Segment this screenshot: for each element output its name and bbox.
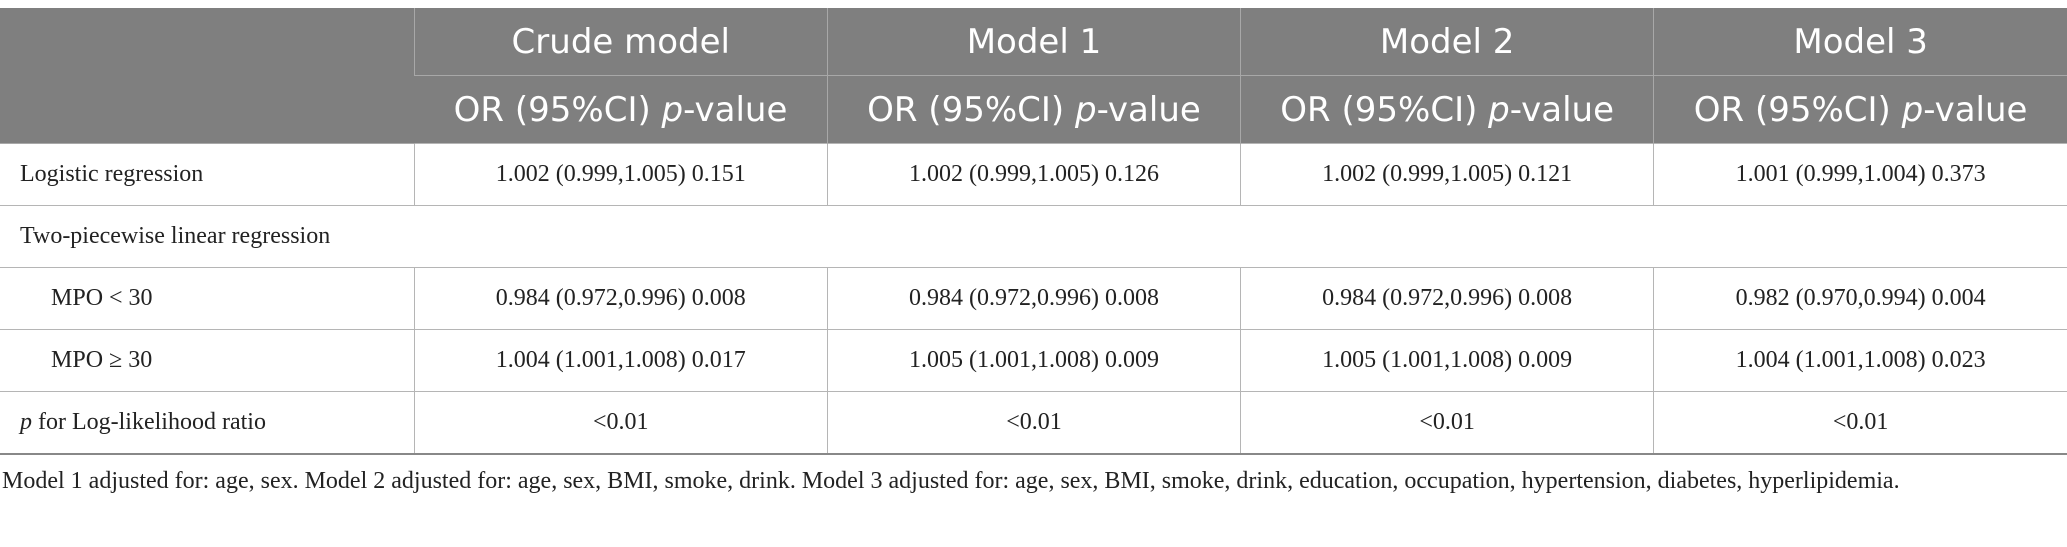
table-cell: 1.001 (0.999,1.004) 0.373 — [1653, 143, 2067, 206]
subheader-p-label: p — [1074, 89, 1097, 130]
subheader-p-label: p — [1901, 89, 1924, 130]
subheader-or-label: OR (95%CI) — [453, 89, 651, 130]
subheader-p-label: p — [661, 89, 684, 130]
table-cell: <0.01 — [1653, 391, 2067, 455]
header-model-2: Model 2 — [1240, 8, 1654, 76]
table-cell: 1.005 (1.001,1.008) 0.009 — [1240, 329, 1654, 392]
subheader-crude: OR (95%CI) p-value — [414, 75, 828, 144]
subheader-value-label: -value — [1509, 89, 1614, 130]
table-header: Crude model Model 1 Model 2 Model 3 OR (… — [0, 8, 2067, 144]
table-cell: 1.004 (1.001,1.008) 0.017 — [413, 329, 828, 392]
table-cell: <0.01 — [1240, 391, 1654, 455]
table-body: Logistic regression 1.002 (0.999,1.005) … — [0, 143, 2067, 455]
header-row-stats: OR (95%CI) p-value OR (95%CI) p-value OR… — [0, 75, 2067, 144]
subheader-or-label: OR (95%CI) — [1693, 89, 1891, 130]
header-empty-cell — [0, 8, 415, 144]
header-model-3: Model 3 — [1653, 8, 2067, 76]
subheader-value-label: -value — [1096, 89, 1201, 130]
subheader-p-label: p — [1488, 89, 1510, 130]
row-label-mpo-below-30: MPO < 30 — [0, 267, 415, 330]
regression-table: Crude model Model 1 Model 2 Model 3 OR (… — [0, 8, 2067, 455]
table-cell: 1.004 (1.001,1.008) 0.023 — [1653, 329, 2067, 392]
table-row: p for Log-likelihood ratio <0.01 <0.01 <… — [0, 391, 2067, 455]
table-footnote: Model 1 adjusted for: age, sex. Model 2 … — [2, 468, 1900, 494]
table-cell: 1.002 (0.999,1.005) 0.151 — [413, 143, 828, 206]
row-label-logistic-regression: Logistic regression — [0, 143, 415, 206]
table-cell: <0.01 — [413, 391, 828, 455]
subheader-model-1: OR (95%CI) p-value — [826, 75, 1241, 144]
table-cell: <0.01 — [826, 391, 1241, 455]
table-row: MPO ≥ 30 1.004 (1.001,1.008) 0.017 1.005… — [0, 329, 2067, 392]
table-row: Logistic regression 1.002 (0.999,1.005) … — [0, 143, 2067, 206]
header-model-1: Model 1 — [826, 8, 1241, 76]
subheader-value-label: -value — [1923, 89, 2028, 130]
header-row-models: Crude model Model 1 Model 2 Model 3 — [0, 8, 2067, 144]
table-row: MPO < 30 0.984 (0.972,0.996) 0.008 0.984… — [0, 267, 2067, 330]
row-label-rest: for Log-likelihood ratio — [32, 409, 266, 435]
subheader-model-2: OR (95%CI) p-value — [1240, 75, 1654, 144]
table-cell: 0.984 (0.972,0.996) 0.008 — [826, 267, 1241, 330]
row-label-likelihood-ratio: p for Log-likelihood ratio — [0, 391, 415, 455]
row-label-mpo-at-least-30: MPO ≥ 30 — [0, 329, 415, 392]
subheader-value-label: -value — [683, 89, 788, 130]
subheader-or-label: OR (95%CI) — [867, 89, 1065, 130]
row-label-p-italic: p — [20, 409, 32, 435]
table-cell: 1.002 (0.999,1.005) 0.126 — [826, 143, 1241, 206]
header-crude-model: Crude model — [413, 8, 828, 76]
table-cell: 1.002 (0.999,1.005) 0.121 — [1240, 143, 1654, 206]
table-cell: 0.984 (0.972,0.996) 0.008 — [1240, 267, 1654, 330]
section-label-two-piecewise: Two-piecewise linear regression — [0, 205, 2067, 268]
table-cell: 0.984 (0.972,0.996) 0.008 — [413, 267, 828, 330]
subheader-model-3: OR (95%CI) p-value — [1653, 75, 2067, 144]
results-table-container: Crude model Model 1 Model 2 Model 3 OR (… — [0, 8, 2067, 498]
table-row: Two-piecewise linear regression — [0, 205, 2067, 268]
subheader-or-label: OR (95%CI) — [1280, 89, 1478, 130]
table-cell: 0.982 (0.970,0.994) 0.004 — [1653, 267, 2067, 330]
table-cell: 1.005 (1.001,1.008) 0.009 — [826, 329, 1241, 392]
